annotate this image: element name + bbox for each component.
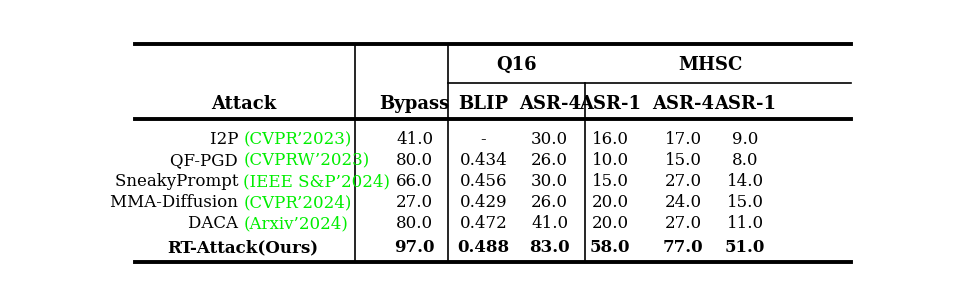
Text: 80.0: 80.0 — [396, 152, 432, 169]
Text: ASR-1: ASR-1 — [579, 95, 640, 113]
Text: 0.456: 0.456 — [459, 173, 506, 190]
Text: (Arxiv’2024): (Arxiv’2024) — [243, 215, 348, 232]
Text: 16.0: 16.0 — [591, 131, 628, 148]
Text: 24.0: 24.0 — [664, 194, 701, 211]
Text: 0.434: 0.434 — [459, 152, 506, 169]
Text: I2P: I2P — [209, 131, 243, 148]
Text: 8.0: 8.0 — [731, 152, 757, 169]
Text: Bypass: Bypass — [380, 95, 450, 113]
Text: (CVPRW’2023): (CVPRW’2023) — [243, 152, 369, 169]
Text: 14.0: 14.0 — [726, 173, 763, 190]
Text: 20.0: 20.0 — [591, 215, 628, 232]
Text: 0.488: 0.488 — [456, 239, 509, 256]
Text: MMA-Diffusion: MMA-Diffusion — [110, 194, 243, 211]
Text: 10.0: 10.0 — [591, 152, 628, 169]
Text: 0.429: 0.429 — [459, 194, 506, 211]
Text: BLIP: BLIP — [457, 95, 507, 113]
Text: 11.0: 11.0 — [726, 215, 763, 232]
Text: 26.0: 26.0 — [530, 194, 568, 211]
Text: 27.0: 27.0 — [664, 215, 701, 232]
Text: 58.0: 58.0 — [589, 239, 629, 256]
Text: 30.0: 30.0 — [530, 131, 568, 148]
Text: 66.0: 66.0 — [396, 173, 432, 190]
Text: -: - — [480, 131, 485, 148]
Text: QF-PGD: QF-PGD — [170, 152, 243, 169]
Text: DACA: DACA — [187, 215, 243, 232]
Text: 9.0: 9.0 — [731, 131, 757, 148]
Text: 83.0: 83.0 — [529, 239, 570, 256]
Text: RT-Attack(Ours): RT-Attack(Ours) — [167, 239, 318, 256]
Text: 20.0: 20.0 — [591, 194, 628, 211]
Text: 0.472: 0.472 — [459, 215, 506, 232]
Text: 26.0: 26.0 — [530, 152, 568, 169]
Text: 41.0: 41.0 — [396, 131, 432, 148]
Text: ASR-4: ASR-4 — [652, 95, 713, 113]
Text: 97.0: 97.0 — [394, 239, 434, 256]
Text: (IEEE S&P’2024): (IEEE S&P’2024) — [243, 173, 390, 190]
Text: ASR-1: ASR-1 — [713, 95, 776, 113]
Text: (CVPR’2024): (CVPR’2024) — [243, 194, 352, 211]
Text: Attack: Attack — [210, 95, 276, 113]
Text: 51.0: 51.0 — [724, 239, 764, 256]
Text: 41.0: 41.0 — [530, 215, 568, 232]
Text: MHSC: MHSC — [678, 56, 742, 74]
Text: 17.0: 17.0 — [664, 131, 701, 148]
Text: 27.0: 27.0 — [664, 173, 701, 190]
Text: 30.0: 30.0 — [530, 173, 568, 190]
Text: 15.0: 15.0 — [591, 173, 628, 190]
Text: 15.0: 15.0 — [726, 194, 763, 211]
Text: 80.0: 80.0 — [396, 215, 432, 232]
Text: (CVPR’2023): (CVPR’2023) — [243, 131, 352, 148]
Text: 15.0: 15.0 — [664, 152, 701, 169]
Text: 77.0: 77.0 — [662, 239, 702, 256]
Text: 27.0: 27.0 — [396, 194, 432, 211]
Text: SneakyPrompt: SneakyPrompt — [114, 173, 243, 190]
Text: Q16: Q16 — [496, 56, 536, 74]
Text: ASR-4: ASR-4 — [518, 95, 580, 113]
